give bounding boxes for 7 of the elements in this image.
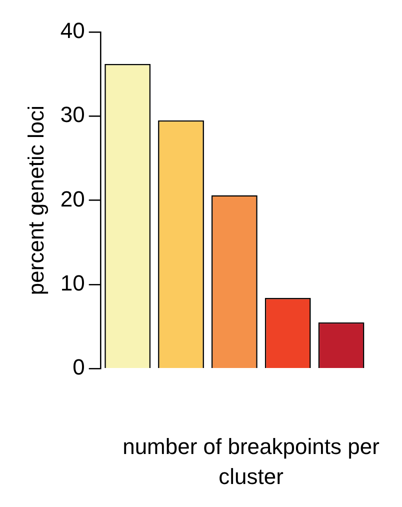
- y-tick-label: 20: [60, 186, 85, 212]
- y-tick-label: 40: [60, 18, 85, 44]
- y-axis-title: percent genetic loci: [23, 106, 48, 296]
- y-tick-label: 30: [60, 102, 85, 128]
- y-tick-label: 10: [60, 270, 85, 296]
- x-axis-title: number of breakpoints per cluster: [122, 433, 380, 491]
- y-tick-label: 0: [72, 354, 85, 380]
